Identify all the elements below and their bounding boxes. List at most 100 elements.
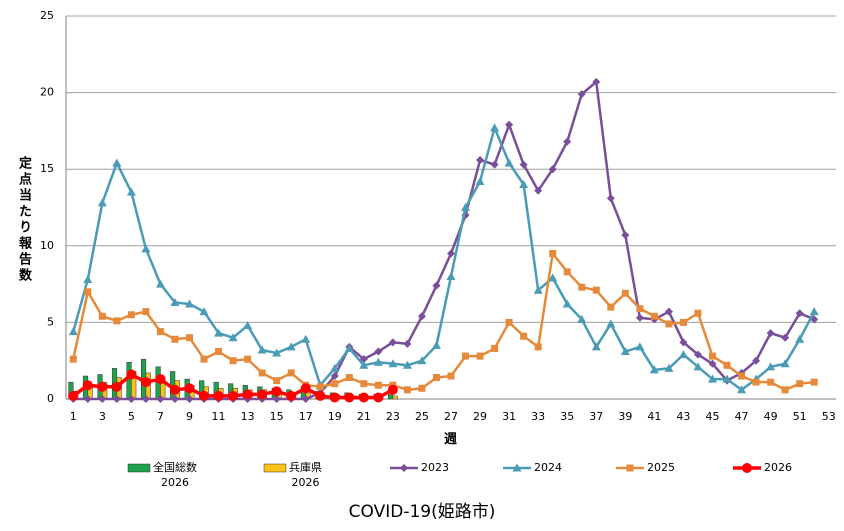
marker	[592, 77, 601, 86]
marker	[533, 285, 543, 294]
x-tick-label: 31	[502, 410, 516, 423]
x-tick-label: 45	[706, 410, 720, 423]
x-tick-label: 11	[212, 410, 226, 423]
y-tick-label: 20	[40, 86, 54, 99]
legend-label: 兵庫県 2026	[289, 461, 322, 489]
marker	[519, 180, 529, 189]
y-tick-label: 0	[47, 392, 54, 405]
marker	[257, 389, 268, 400]
marker	[360, 380, 368, 388]
marker	[636, 305, 644, 313]
marker	[708, 359, 717, 368]
legend-label: 2025	[647, 461, 675, 474]
marker	[766, 362, 776, 371]
marker	[781, 386, 789, 394]
x-tick-label: 7	[157, 410, 164, 423]
marker	[127, 311, 135, 319]
marker	[315, 390, 326, 401]
marker	[388, 338, 397, 347]
marker	[795, 334, 805, 343]
marker	[578, 283, 586, 291]
marker	[591, 342, 601, 351]
x-tick-label: 33	[531, 410, 545, 423]
chart-title: COVID-19(姫路市)	[348, 502, 496, 522]
marker	[446, 271, 456, 280]
marker	[781, 333, 790, 342]
marker	[242, 389, 253, 400]
marker	[358, 392, 369, 403]
marker	[418, 384, 426, 392]
marker	[635, 342, 645, 351]
marker	[228, 333, 238, 342]
y-tick-label: 10	[40, 239, 54, 252]
legend-marker	[626, 464, 634, 472]
marker	[447, 249, 455, 258]
marker	[97, 381, 108, 392]
marker	[126, 369, 137, 380]
marker	[577, 314, 587, 323]
marker	[243, 320, 253, 329]
marker	[606, 194, 615, 203]
marker	[97, 198, 107, 207]
marker	[417, 356, 427, 365]
bar	[126, 361, 132, 400]
marker	[534, 343, 542, 351]
x-tick-label: 17	[299, 410, 313, 423]
marker	[752, 378, 760, 386]
marker	[83, 395, 92, 403]
marker	[387, 384, 398, 395]
marker	[402, 360, 412, 369]
marker	[475, 176, 485, 185]
marker	[345, 374, 353, 382]
marker	[155, 279, 165, 288]
marker	[127, 395, 136, 403]
marker	[272, 348, 282, 357]
marker	[112, 395, 121, 403]
marker	[810, 378, 818, 386]
marker	[649, 365, 659, 374]
marker	[68, 390, 79, 401]
marker	[693, 350, 702, 359]
marker	[462, 352, 470, 360]
marker	[257, 345, 267, 354]
marker	[301, 334, 311, 343]
marker	[228, 390, 239, 401]
x-tick-label: 39	[618, 410, 632, 423]
x-tick-label: 5	[128, 410, 135, 423]
marker	[185, 395, 194, 403]
marker	[505, 120, 514, 129]
marker	[432, 281, 441, 290]
x-tick-label: 47	[735, 410, 749, 423]
marker	[563, 268, 571, 276]
marker	[752, 356, 761, 365]
x-tick-label: 29	[473, 410, 487, 423]
marker	[215, 348, 223, 356]
legend-label: 2026	[764, 461, 792, 474]
marker	[548, 273, 558, 282]
marker	[664, 307, 673, 316]
marker	[330, 372, 339, 381]
marker	[213, 390, 224, 401]
marker	[155, 374, 166, 385]
line	[72, 123, 816, 392]
marker	[431, 340, 441, 349]
marker	[432, 374, 440, 382]
marker	[112, 158, 122, 167]
marker	[447, 372, 455, 380]
marker	[548, 165, 557, 174]
marker	[69, 355, 77, 363]
marker	[113, 317, 121, 325]
marker	[505, 318, 513, 326]
marker	[621, 289, 629, 297]
legend-label: 全国総数 2026	[153, 461, 197, 489]
marker	[403, 339, 412, 348]
y-tick-label: 15	[40, 162, 54, 175]
marker	[809, 307, 819, 316]
y-tick-label: 5	[47, 315, 54, 328]
legend-marker	[512, 463, 522, 472]
marker	[344, 392, 355, 403]
marker	[170, 297, 180, 306]
marker	[664, 363, 674, 372]
